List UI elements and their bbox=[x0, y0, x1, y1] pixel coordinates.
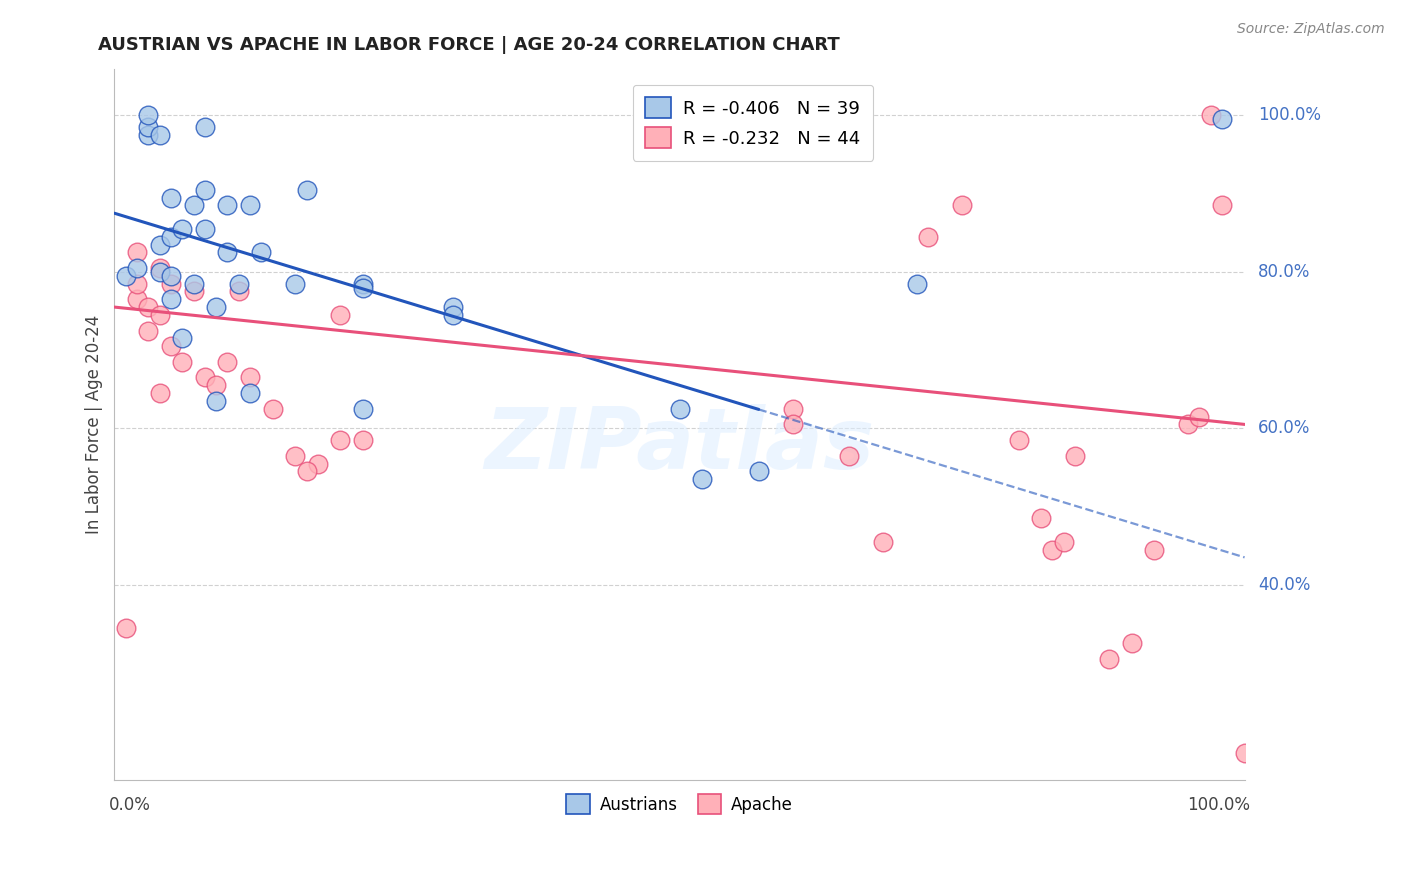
Point bbox=[1121, 636, 1143, 650]
Point bbox=[250, 245, 273, 260]
Point bbox=[172, 355, 194, 369]
Point bbox=[262, 401, 284, 416]
Point bbox=[125, 245, 148, 260]
Point bbox=[194, 222, 217, 236]
Point bbox=[160, 292, 183, 306]
Point bbox=[160, 339, 183, 353]
Text: 80.0%: 80.0% bbox=[1258, 263, 1310, 281]
Point bbox=[782, 401, 804, 416]
Legend: Austrians, Apache: Austrians, Apache bbox=[554, 783, 804, 825]
Text: 100.0%: 100.0% bbox=[1187, 796, 1250, 814]
Point bbox=[114, 621, 136, 635]
Point bbox=[194, 183, 217, 197]
Point bbox=[149, 386, 172, 401]
Point bbox=[205, 393, 228, 408]
Point bbox=[239, 386, 262, 401]
Point bbox=[284, 277, 307, 291]
Point bbox=[329, 433, 352, 447]
Point bbox=[205, 300, 228, 314]
Point bbox=[149, 308, 172, 322]
Point bbox=[160, 191, 183, 205]
Point bbox=[1143, 542, 1166, 557]
Point bbox=[1199, 108, 1222, 122]
Point bbox=[329, 308, 352, 322]
Point bbox=[149, 237, 172, 252]
Point bbox=[125, 260, 148, 275]
Y-axis label: In Labor Force | Age 20-24: In Labor Force | Age 20-24 bbox=[86, 315, 103, 534]
Point bbox=[352, 433, 374, 447]
Point bbox=[114, 268, 136, 283]
Point bbox=[160, 268, 183, 283]
Point bbox=[352, 401, 374, 416]
Text: Source: ZipAtlas.com: Source: ZipAtlas.com bbox=[1237, 22, 1385, 37]
Point bbox=[1031, 511, 1053, 525]
Text: AUSTRIAN VS APACHE IN LABOR FORCE | AGE 20-24 CORRELATION CHART: AUSTRIAN VS APACHE IN LABOR FORCE | AGE … bbox=[98, 36, 841, 54]
Point bbox=[136, 300, 159, 314]
Point bbox=[217, 245, 239, 260]
Point bbox=[443, 300, 465, 314]
Point bbox=[172, 331, 194, 345]
Point bbox=[782, 417, 804, 432]
Point bbox=[149, 260, 172, 275]
Point bbox=[239, 370, 262, 384]
Point bbox=[149, 265, 172, 279]
Point bbox=[1053, 534, 1076, 549]
Point bbox=[1064, 449, 1087, 463]
Point bbox=[239, 198, 262, 212]
Point bbox=[183, 285, 205, 299]
Point bbox=[205, 378, 228, 392]
Point bbox=[217, 355, 239, 369]
Point bbox=[194, 120, 217, 135]
Text: 0.0%: 0.0% bbox=[108, 796, 150, 814]
Point bbox=[352, 277, 374, 291]
Point bbox=[183, 277, 205, 291]
Point bbox=[352, 280, 374, 294]
Point bbox=[136, 108, 159, 122]
Point bbox=[917, 229, 939, 244]
Point bbox=[228, 285, 250, 299]
Point bbox=[950, 198, 973, 212]
Point bbox=[183, 198, 205, 212]
Point bbox=[1188, 409, 1211, 424]
Point bbox=[228, 277, 250, 291]
Point bbox=[217, 198, 239, 212]
Text: 60.0%: 60.0% bbox=[1258, 419, 1310, 437]
Point bbox=[1098, 652, 1121, 666]
Point bbox=[136, 128, 159, 142]
Point bbox=[125, 277, 148, 291]
Point bbox=[1211, 112, 1233, 127]
Point bbox=[172, 222, 194, 236]
Point bbox=[125, 292, 148, 306]
Point bbox=[872, 534, 894, 549]
Point bbox=[136, 324, 159, 338]
Point bbox=[1211, 198, 1233, 212]
Point bbox=[295, 183, 318, 197]
Point bbox=[905, 277, 928, 291]
Point bbox=[838, 449, 860, 463]
Point bbox=[307, 457, 329, 471]
Text: ZIPatlas: ZIPatlas bbox=[485, 404, 875, 487]
Point bbox=[748, 464, 770, 478]
Point bbox=[1042, 542, 1064, 557]
Point bbox=[149, 128, 172, 142]
Point bbox=[668, 401, 690, 416]
Point bbox=[1233, 746, 1256, 760]
Point bbox=[284, 449, 307, 463]
Text: 40.0%: 40.0% bbox=[1258, 575, 1310, 594]
Text: 100.0%: 100.0% bbox=[1258, 106, 1322, 125]
Point bbox=[1177, 417, 1199, 432]
Point bbox=[194, 370, 217, 384]
Point bbox=[160, 277, 183, 291]
Point bbox=[690, 472, 713, 486]
Point bbox=[443, 308, 465, 322]
Point bbox=[136, 120, 159, 135]
Point bbox=[160, 229, 183, 244]
Point bbox=[295, 464, 318, 478]
Point bbox=[1007, 433, 1029, 447]
